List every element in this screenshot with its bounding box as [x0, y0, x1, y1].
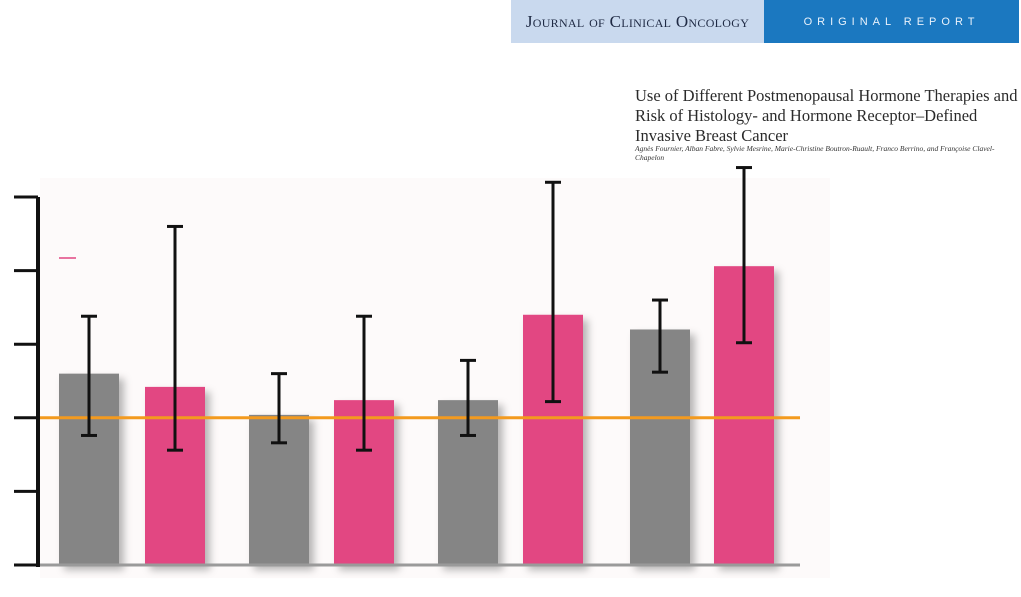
error-bar-pink-group-2 [356, 314, 372, 452]
error-bar-gray-group-1 [81, 314, 97, 437]
paper-authors: Agnès Fournier, Alban Fabre, Sylvie Mesr… [635, 144, 995, 162]
error-bar-gray-group-4 [652, 298, 668, 374]
error-bars-layer [81, 166, 752, 452]
error-bar-gray-group-2 [271, 372, 287, 445]
reference-layer [38, 416, 800, 567]
axis-layer [14, 195, 76, 567]
section-label: ORIGINAL REPORT [764, 0, 1019, 43]
error-bar-pink-group-1 [167, 224, 183, 452]
error-bar-pink-group-3 [545, 180, 561, 404]
error-bar-pink-group-4 [736, 166, 752, 345]
bars-layer [59, 266, 774, 565]
error-bar-gray-group-3 [460, 358, 476, 437]
journal-banner: Journal of Clinical Oncology ORIGINAL RE… [511, 0, 1019, 43]
journal-name: Journal of Clinical Oncology [511, 0, 764, 43]
paper-title: Use of Different Postmenopausal Hormone … [635, 86, 1018, 145]
